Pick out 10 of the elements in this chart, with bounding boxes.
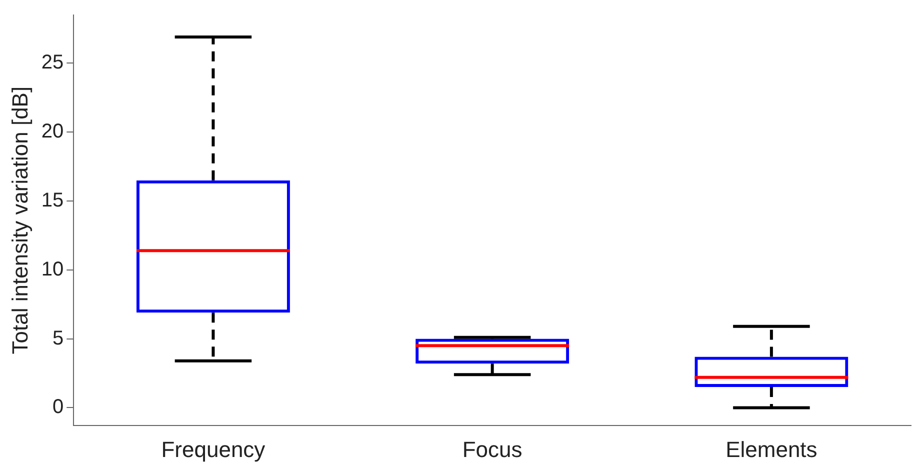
y-tick-label: 20 <box>41 120 64 143</box>
y-tick-label: 10 <box>41 258 64 280</box>
x-tick-label: Elements <box>726 436 818 462</box>
y-tick-label: 0 <box>52 396 64 418</box>
x-tick-label: Focus <box>462 436 522 462</box>
y-tick-label: 15 <box>41 190 64 212</box>
y-tick-label: 25 <box>41 52 64 74</box>
x-tick-label: Frequency <box>161 436 266 462</box>
y-axis-title: Total intensity variation [dB] <box>7 86 32 354</box>
y-tick-label: 5 <box>52 327 64 350</box>
